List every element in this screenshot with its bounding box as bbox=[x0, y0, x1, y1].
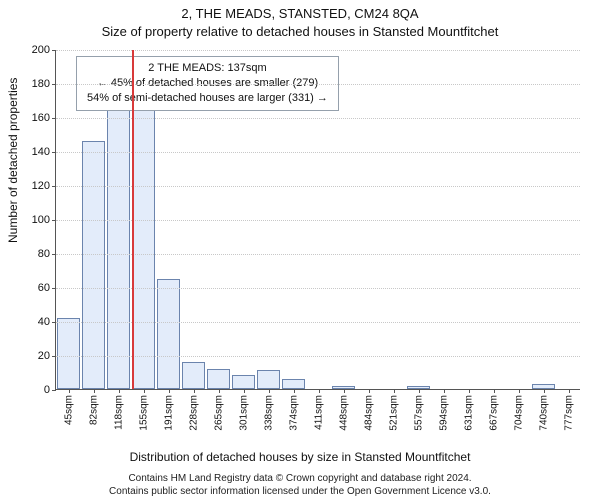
xtick-label: 448sqm bbox=[338, 395, 349, 431]
x-axis-label: Distribution of detached houses by size … bbox=[0, 450, 600, 464]
ytick-mark bbox=[52, 186, 56, 187]
gridline bbox=[56, 118, 580, 119]
plot-area: 2 THE MEADS: 137sqm ← 45% of detached ho… bbox=[55, 50, 580, 390]
footer-line2: Contains public sector information licen… bbox=[0, 485, 600, 498]
gridline bbox=[56, 50, 580, 51]
bar bbox=[57, 318, 80, 389]
xtick-mark bbox=[119, 389, 120, 393]
bar bbox=[182, 362, 205, 389]
chart-container: 2, THE MEADS, STANSTED, CM24 8QA Size of… bbox=[0, 0, 600, 500]
xtick-label: 704sqm bbox=[513, 395, 524, 431]
ytick-label: 160 bbox=[32, 112, 50, 124]
xtick-mark bbox=[569, 389, 570, 393]
xtick-label: 594sqm bbox=[438, 395, 449, 431]
chart-title-line1: 2, THE MEADS, STANSTED, CM24 8QA bbox=[0, 6, 600, 21]
ytick-label: 180 bbox=[32, 78, 50, 90]
ytick-label: 20 bbox=[38, 350, 50, 362]
ytick-label: 100 bbox=[32, 214, 50, 226]
ytick-mark bbox=[52, 322, 56, 323]
xtick-mark bbox=[169, 389, 170, 393]
ytick-label: 200 bbox=[32, 44, 50, 56]
xtick-mark bbox=[544, 389, 545, 393]
xtick-mark bbox=[94, 389, 95, 393]
gridline bbox=[56, 84, 580, 85]
gridline bbox=[56, 152, 580, 153]
xtick-label: 265sqm bbox=[213, 395, 224, 431]
xtick-label: 301sqm bbox=[238, 395, 249, 431]
y-axis-label: Number of detached properties bbox=[6, 78, 20, 243]
gridline bbox=[56, 220, 580, 221]
xtick-label: 777sqm bbox=[563, 395, 574, 431]
ytick-mark bbox=[52, 220, 56, 221]
ytick-mark bbox=[52, 390, 56, 391]
bar bbox=[157, 279, 180, 390]
ytick-label: 80 bbox=[38, 248, 50, 260]
xtick-mark bbox=[444, 389, 445, 393]
ytick-label: 140 bbox=[32, 146, 50, 158]
gridline bbox=[56, 288, 580, 289]
xtick-label: 667sqm bbox=[488, 395, 499, 431]
xtick-mark bbox=[319, 389, 320, 393]
gridline bbox=[56, 186, 580, 187]
gridline bbox=[56, 356, 580, 357]
xtick-mark bbox=[294, 389, 295, 393]
ytick-mark bbox=[52, 152, 56, 153]
xtick-label: 191sqm bbox=[163, 395, 174, 431]
bar bbox=[282, 379, 305, 389]
xtick-mark bbox=[419, 389, 420, 393]
ytick-mark bbox=[52, 50, 56, 51]
xtick-mark bbox=[469, 389, 470, 393]
ytick-label: 40 bbox=[38, 316, 50, 328]
xtick-label: 374sqm bbox=[288, 395, 299, 431]
xtick-mark bbox=[194, 389, 195, 393]
xtick-mark bbox=[144, 389, 145, 393]
ytick-label: 60 bbox=[38, 282, 50, 294]
ytick-mark bbox=[52, 84, 56, 85]
marker-line bbox=[132, 50, 134, 389]
xtick-label: 521sqm bbox=[388, 395, 399, 431]
gridline bbox=[56, 322, 580, 323]
xtick-label: 45sqm bbox=[63, 395, 74, 425]
xtick-label: 631sqm bbox=[463, 395, 474, 431]
footer-line1: Contains HM Land Registry data © Crown c… bbox=[0, 472, 600, 485]
xtick-label: 338sqm bbox=[263, 395, 274, 431]
bar bbox=[82, 141, 105, 389]
xtick-label: 228sqm bbox=[188, 395, 199, 431]
ytick-label: 120 bbox=[32, 180, 50, 192]
xtick-label: 740sqm bbox=[538, 395, 549, 431]
bar bbox=[232, 375, 255, 389]
bar bbox=[132, 102, 155, 389]
xtick-label: 484sqm bbox=[363, 395, 374, 431]
xtick-mark bbox=[69, 389, 70, 393]
annotation-line3: 54% of semi-detached houses are larger (… bbox=[87, 91, 328, 106]
bar bbox=[207, 369, 230, 389]
xtick-label: 118sqm bbox=[113, 395, 124, 430]
xtick-mark bbox=[369, 389, 370, 393]
xtick-label: 411sqm bbox=[313, 395, 324, 430]
ytick-mark bbox=[52, 118, 56, 119]
xtick-mark bbox=[394, 389, 395, 393]
xtick-mark bbox=[344, 389, 345, 393]
ytick-label: 0 bbox=[44, 384, 50, 396]
ytick-mark bbox=[52, 288, 56, 289]
bar bbox=[107, 98, 130, 389]
gridline bbox=[56, 254, 580, 255]
xtick-mark bbox=[269, 389, 270, 393]
xtick-mark bbox=[219, 389, 220, 393]
footer: Contains HM Land Registry data © Crown c… bbox=[0, 472, 600, 498]
annotation-line1: 2 THE MEADS: 137sqm bbox=[87, 61, 328, 76]
ytick-mark bbox=[52, 254, 56, 255]
xtick-mark bbox=[519, 389, 520, 393]
xtick-label: 155sqm bbox=[138, 395, 149, 431]
xtick-mark bbox=[244, 389, 245, 393]
chart-title-line2: Size of property relative to detached ho… bbox=[0, 24, 600, 39]
xtick-mark bbox=[494, 389, 495, 393]
ytick-mark bbox=[52, 356, 56, 357]
xtick-label: 82sqm bbox=[88, 395, 99, 425]
bar bbox=[257, 370, 280, 389]
xtick-label: 557sqm bbox=[413, 395, 424, 431]
